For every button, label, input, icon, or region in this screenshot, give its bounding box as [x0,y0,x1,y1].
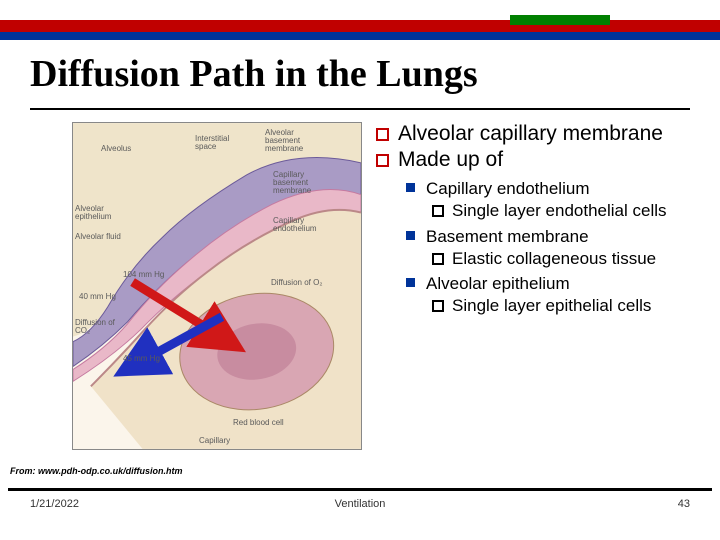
label-capillary: Capillary [199,437,230,445]
label-pco2-high: 45 mm Hg [123,355,160,363]
label-diff-o2: Diffusion of O₂ [271,279,331,287]
source-citation: From: www.pdh-odp.co.uk/diffusion.htm [10,466,182,476]
label-alv-epi: Alveolar epithelium [75,205,125,221]
footer-rule [8,488,712,491]
bullet-l2: Alveolar epithelium Single layer epithel… [398,273,700,317]
decorative-bars [0,20,720,40]
bullet-l3: Elastic collageneous tissue [426,248,700,270]
slide-title: Diffusion Path in the Lungs [30,52,478,96]
bar-blue [0,32,720,40]
label-po2-low: 40 mm Hg [79,293,116,301]
bullet-text: Single layer epithelial cells [452,296,651,315]
bullet-content: Alveolar capillary membrane Made up of C… [370,122,700,321]
label-interstitial: Interstitial space [195,135,245,151]
bullet-text: Alveolar epithelium [426,274,570,293]
bullet-text: Elastic collageneous tissue [452,249,656,268]
bullet-text: Basement membrane [426,227,589,246]
bullet-l2: Basement membrane Elastic collageneous t… [398,226,700,270]
label-alv-fluid: Alveolar fluid [75,233,130,241]
bullet-text: Capillary endothelium [426,179,589,198]
bar-green [510,15,610,25]
bullet-l3: Single layer endothelial cells [426,200,700,222]
bullet-text: Alveolar capillary membrane [398,122,663,145]
bar-red [0,20,720,32]
footer-title: Ventilation [0,498,720,510]
label-alveolus: Alveolus [101,145,131,153]
bullet-l2: Capillary endothelium Single layer endot… [398,178,700,222]
label-diff-co2: Diffusion of CO₂ [75,319,123,335]
footer-page-number: 43 [678,498,690,510]
label-cap-basement: Capillary basement membrane [273,171,333,195]
label-cap-endo: Capillary endothelium [273,217,333,233]
bullet-l1: Made up of Capillary endothelium Single … [370,148,700,317]
bullet-text: Made up of [398,148,503,171]
bullet-l3: Single layer epithelial cells [426,295,700,317]
label-rbc: Red blood cell [233,419,284,427]
label-po2: 104 mm Hg [123,271,164,279]
title-underline [30,108,690,110]
bullet-text: Single layer endothelial cells [452,201,667,220]
bullet-l1: Alveolar capillary membrane [370,122,700,146]
label-alv-basement: Alveolar basement membrane [265,129,325,153]
diffusion-diagram: Alveolus Interstitial space Alveolar bas… [72,122,362,450]
